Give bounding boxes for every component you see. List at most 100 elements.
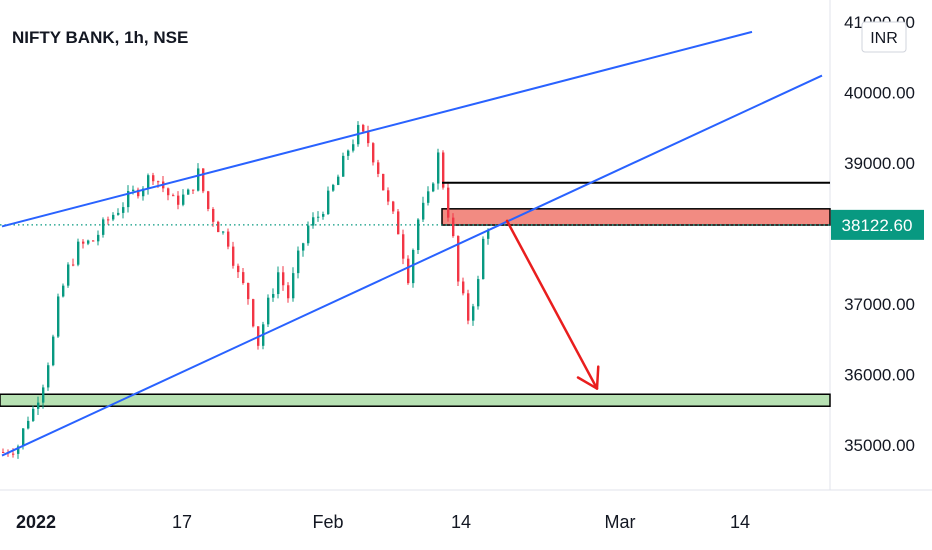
- supply-zone[interactable]: [441, 208, 831, 226]
- time-tick-label: 17: [172, 512, 192, 532]
- candle: [107, 216, 110, 225]
- candle: [482, 236, 485, 280]
- candle: [177, 191, 180, 210]
- candle: [397, 208, 400, 235]
- candle: [352, 139, 355, 153]
- candle: [392, 200, 395, 214]
- candle: [417, 218, 420, 254]
- candle: [467, 289, 470, 325]
- candle: [142, 186, 145, 201]
- candle: [427, 186, 430, 206]
- price-tick-label: 40000.00: [844, 84, 915, 103]
- candle: [342, 152, 345, 177]
- time-tick-label: 14: [730, 512, 750, 532]
- currency-button[interactable]: INR: [861, 21, 907, 53]
- candle: [137, 187, 140, 199]
- demand-zone[interactable]: [0, 393, 831, 407]
- candle: [17, 444, 20, 459]
- candle: [32, 405, 35, 423]
- candle: [347, 149, 350, 161]
- candle: [337, 174, 340, 186]
- candle: [372, 142, 375, 166]
- candle: [222, 231, 225, 235]
- candle: [472, 303, 475, 326]
- candle: [382, 173, 385, 191]
- candle: [182, 189, 185, 207]
- candle: [42, 384, 45, 409]
- candle: [92, 239, 95, 242]
- candle: [87, 239, 90, 246]
- candle: [447, 181, 450, 222]
- candle: [207, 190, 210, 212]
- candle: [187, 188, 190, 195]
- candle: [52, 334, 55, 367]
- candle: [277, 266, 280, 299]
- candle: [37, 396, 40, 415]
- candle: [322, 211, 325, 220]
- candle: [2, 448, 5, 454]
- candle: [67, 262, 70, 288]
- candle: [377, 159, 380, 178]
- candle: [237, 263, 240, 278]
- candle: [152, 172, 155, 185]
- candle: [452, 213, 455, 238]
- zones-layer: [0, 208, 831, 407]
- candle: [297, 246, 300, 279]
- candle: [227, 228, 230, 250]
- candle: [252, 298, 255, 328]
- candle: [197, 163, 200, 192]
- time-axis[interactable]: 2022 17 Feb 14 Mar 14: [16, 512, 750, 532]
- candle: [112, 212, 115, 222]
- candle: [462, 277, 465, 296]
- candle: [127, 185, 130, 213]
- candle: [407, 255, 410, 285]
- candle: [72, 258, 75, 267]
- candle: [437, 148, 440, 190]
- candle: [432, 182, 435, 193]
- price-tick-label: 39000.00: [844, 154, 915, 173]
- projection-arrow[interactable]: [505, 219, 600, 390]
- price-tick-label: 37000.00: [844, 295, 915, 314]
- candle: [122, 202, 125, 219]
- candle: [217, 220, 220, 233]
- candle: [57, 293, 60, 339]
- candle: [442, 150, 445, 190]
- time-tick-label: 14: [451, 512, 471, 532]
- candle: [477, 275, 480, 310]
- candle: [242, 268, 245, 285]
- candle: [117, 208, 120, 216]
- candle: [97, 230, 100, 246]
- candle: [27, 416, 30, 430]
- drawings-layer[interactable]: [0, 30, 830, 457]
- price-tick-label: 36000.00: [844, 366, 915, 385]
- candle: [307, 221, 310, 246]
- candle: [77, 238, 80, 267]
- candle: [287, 282, 290, 303]
- currency-label: INR: [870, 30, 898, 47]
- candle: [82, 239, 85, 249]
- candle: [247, 282, 250, 305]
- time-tick-label: 2022: [16, 512, 56, 532]
- symbol-title: NIFTY BANK, 1h, NSE: [12, 28, 188, 47]
- candle: [332, 183, 335, 192]
- time-tick-label: Feb: [312, 512, 343, 532]
- price-tick-label: 35000.00: [844, 436, 915, 455]
- candle: [47, 362, 50, 391]
- candle: [312, 212, 315, 229]
- last-price-badge: 38122.60: [831, 209, 924, 240]
- candle: [367, 125, 370, 147]
- candle: [412, 248, 415, 288]
- candle: [272, 288, 275, 302]
- wedge-lower-trendline[interactable]: [1, 74, 823, 457]
- candle: [402, 229, 405, 265]
- chart-pane[interactable]: [0, 0, 830, 490]
- time-tick-label: Mar: [605, 512, 636, 532]
- last-price-label: 38122.60: [842, 216, 913, 235]
- candle: [327, 186, 330, 215]
- wedge-upper-trendline[interactable]: [1, 30, 753, 228]
- candle: [192, 189, 195, 195]
- candle: [172, 193, 175, 197]
- candle: [167, 187, 170, 201]
- candle: [282, 266, 285, 291]
